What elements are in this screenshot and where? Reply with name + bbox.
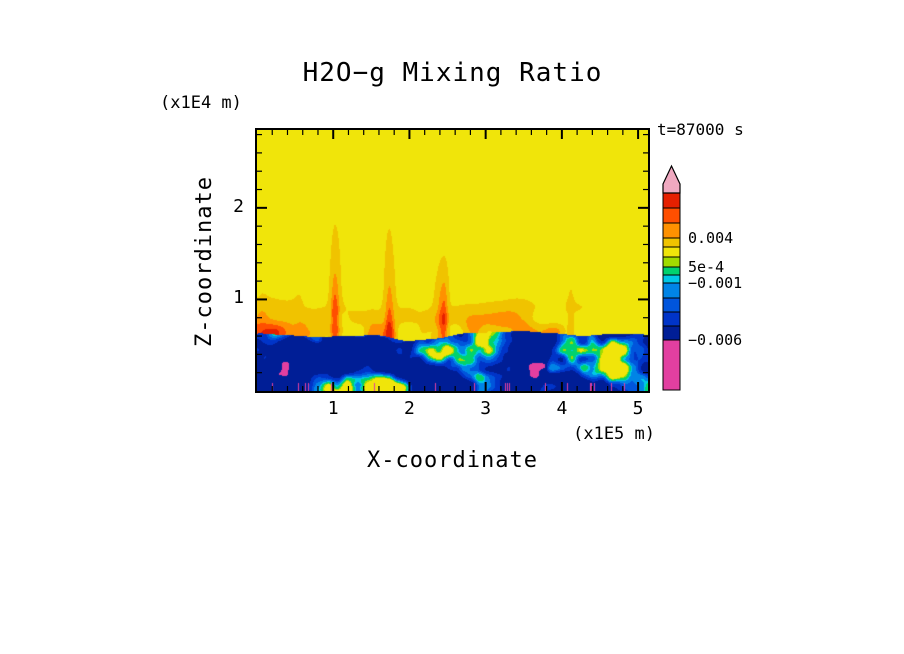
x-tick-label: 4 [556, 398, 568, 419]
colorbar-segment [662, 192, 681, 209]
colorbar-label: 5e-4 [688, 258, 724, 276]
colorbar-segment [662, 325, 681, 341]
colorbar-segment [662, 339, 681, 391]
colorbar-segment [662, 266, 681, 276]
colorbar-segment [662, 297, 681, 313]
colorbar-segment [662, 207, 681, 224]
colorbar-segment [662, 222, 681, 239]
chart-title: H2O−g Mixing Ratio [302, 58, 603, 88]
x-tick-label: 3 [480, 398, 492, 419]
y-axis-unit-label: (x1E4 m) [160, 93, 242, 113]
y-axis-label: Z-coordinate [192, 176, 217, 347]
colorbar-segment [662, 237, 681, 248]
y-tick-label: 2 [233, 195, 244, 217]
colorbar-label: 0.004 [688, 229, 733, 247]
colorbar-segment [662, 282, 681, 299]
x-axis-unit-label: (x1E5 m) [573, 424, 655, 444]
colorbar-segment [662, 246, 681, 258]
colorbar-segment [662, 311, 681, 327]
colorbar-label: −0.006 [688, 331, 742, 349]
colorbar-segment [662, 256, 681, 268]
x-tick-label: 2 [404, 398, 415, 419]
heatmap-canvas [257, 130, 648, 391]
x-tick-label: 5 [632, 398, 644, 419]
colorbar-over-arrow [662, 164, 681, 194]
x-axis-label: X-coordinate [367, 448, 538, 473]
x-tick-label: 1 [327, 398, 339, 419]
colorbar-label: −0.001 [688, 274, 742, 292]
time-annotation: t=87000 s [657, 120, 744, 139]
plot-area [255, 128, 650, 393]
y-tick-label: 1 [233, 287, 244, 309]
colorbar-segment [662, 274, 681, 284]
